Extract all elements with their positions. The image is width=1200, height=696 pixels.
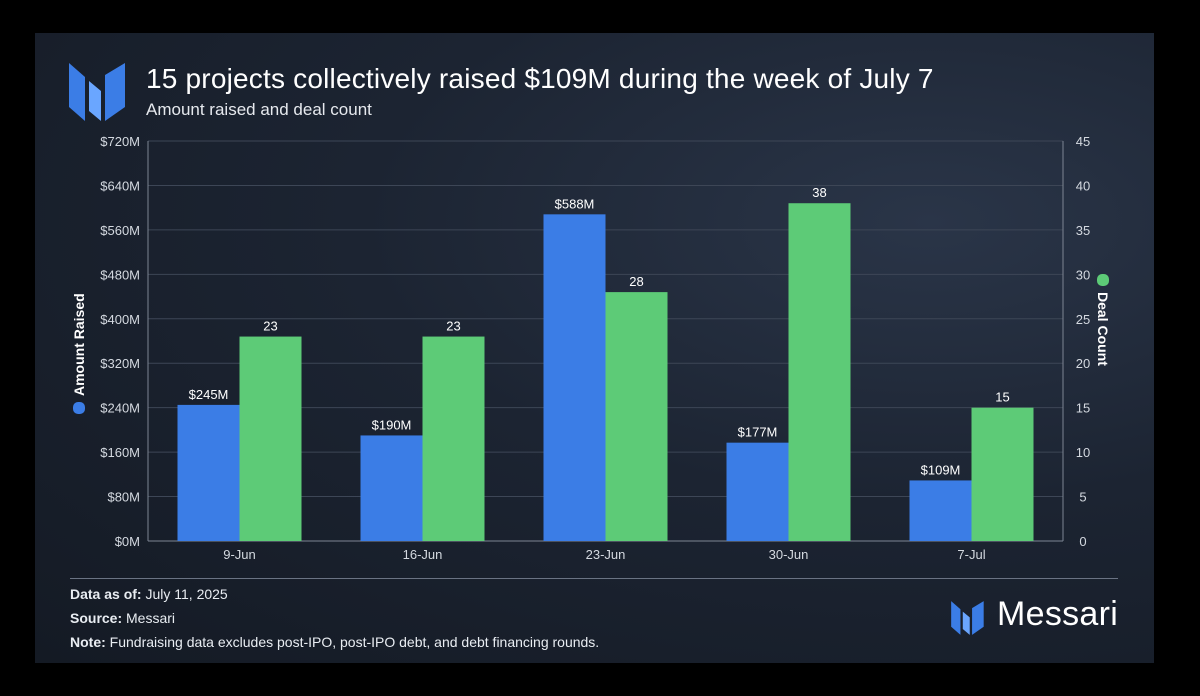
y-right-tick-label: 30 [1076,267,1090,282]
y-right-tick-label: 40 [1076,178,1090,193]
y-right-tick-label: 35 [1076,223,1090,238]
bar-amount [360,435,423,541]
y-left-tick-label: $480M [100,267,140,282]
bar-amount [177,404,240,541]
data-label-deals: 38 [812,185,826,200]
data-label-amount: $190M [372,417,412,432]
chart-card: 15 projects collectively raised $109M du… [35,33,1154,663]
bar-deals [605,292,668,541]
data-label-amount: $177M [738,425,778,440]
x-tick-label: 9-Jun [223,547,256,562]
bar-amount [726,442,789,541]
bar-deals [788,203,851,541]
y-right-tick-label: 45 [1076,134,1090,149]
brand-name: Messari [997,595,1119,633]
y-right-axis-label: Deal Count [1095,292,1111,366]
data-label-amount: $245M [189,387,229,402]
footer-date-value: July 11, 2025 [141,586,228,602]
footer-note: Note: Fundraising data excludes post-IPO… [70,634,599,650]
chart-subtitle: Amount raised and deal count [146,100,372,119]
data-label-deals: 28 [629,274,643,289]
y-right-tick-label: 25 [1076,312,1090,327]
bar-chart: $0M $80M $160M $240M $320M $400M $480M $560M $64… [71,134,1111,562]
y-right-axis-title: Deal Count [1095,274,1111,366]
footer-divider [70,578,1118,579]
y-left-tick-label: $640M [100,178,140,193]
y-left-tick-label: $720M [100,134,140,149]
y-left-tick-label: $400M [100,312,140,327]
data-label-amount: $588M [555,196,595,211]
chart-title: 15 projects collectively raised $109M du… [146,63,934,94]
data-label-deals: 15 [995,390,1009,405]
y-left-tick-label: $160M [100,445,140,460]
footer-note-label: Note: [70,634,106,650]
footer-source-value: Messari [122,610,176,626]
x-tick-label: 7-Jul [957,547,985,562]
bar-amount [909,480,972,541]
legend-dot-deals [1097,274,1109,286]
footer-date: Data as of: July 11, 2025 [70,586,228,602]
y-left-tick-label: $240M [100,401,140,416]
data-label-deals: 23 [446,319,460,334]
footer-source-label: Source: [70,610,123,626]
y-right-tick-label: 15 [1076,401,1090,416]
data-label-amount: $109M [921,462,961,477]
x-tick-label: 23-Jun [586,547,626,562]
y-left-tick-label: $80M [107,490,140,505]
data-label-deals: 23 [263,319,277,334]
messari-logo-icon [69,63,125,121]
y-left-axis-label: Amount Raised [71,293,87,396]
footer-note-value: Fundraising data excludes post-IPO, post… [105,634,600,650]
y-left-tick-label: $0M [115,534,140,549]
bar-amount [543,214,606,542]
y-left-tick-label: $560M [100,223,140,238]
y-right-tick-label: 10 [1076,445,1090,460]
messari-brand-icon [951,601,984,635]
bar-deals [422,336,485,541]
legend-dot-amount [73,402,85,414]
x-tick-label: 30-Jun [769,547,809,562]
y-left-axis-title: Amount Raised [71,293,87,414]
bar-deals [239,336,302,541]
footer-source: Source: Messari [70,610,175,626]
y-right-tick-label: 5 [1079,490,1086,505]
footer-date-label: Data as of: [70,586,142,602]
bar-deals [971,407,1034,541]
y-left-tick-label: $320M [100,356,140,371]
y-right-tick-label: 0 [1079,534,1086,549]
y-right-tick-label: 20 [1076,356,1090,371]
x-tick-label: 16-Jun [403,547,443,562]
